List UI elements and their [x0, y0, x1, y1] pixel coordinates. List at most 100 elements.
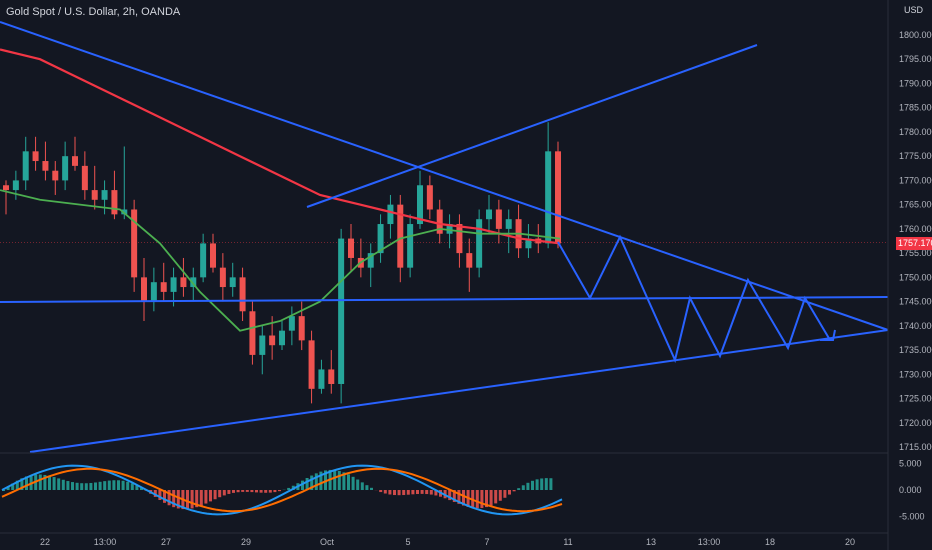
candle-body: [52, 170, 59, 181]
macd-histogram-bar: [71, 482, 74, 490]
price-tick-label: 1795.000: [899, 54, 932, 64]
macd-histogram-bar: [337, 470, 341, 490]
macd-histogram-bar: [140, 487, 143, 490]
macd-histogram-bar: [199, 490, 203, 506]
price-tick-label: 1725.000: [899, 394, 932, 404]
candle-body: [101, 190, 108, 200]
candle-body: [377, 224, 384, 254]
macd-histogram-bar: [531, 480, 534, 490]
macd-histogram-bar: [406, 490, 410, 495]
macd-histogram-bar: [448, 490, 452, 501]
macd-histogram-bar: [232, 490, 235, 493]
macd-pane: 5.000 0.000 -5.000: [0, 452, 925, 522]
candle-body: [62, 156, 69, 181]
macd-histogram-bar: [48, 475, 51, 490]
candle-body: [200, 243, 207, 278]
candle-body: [417, 185, 423, 225]
macd-histogram-bar: [393, 490, 396, 496]
candle-body: [338, 238, 345, 384]
macd-histogram-bar: [517, 488, 521, 490]
macd-histogram-bar: [250, 490, 254, 493]
time-axis[interactable]: 22 13:00 27 29 Oct 5 7 11 13 13:00 18 20: [0, 532, 888, 547]
trend-drawings[interactable]: [0, 21, 889, 453]
macd-histogram-bar: [268, 490, 272, 493]
macd-histogram-bar: [383, 490, 387, 494]
candle-body: [12, 180, 19, 191]
macd-histogram-bar: [360, 482, 364, 490]
macd-histogram-bar: [38, 474, 42, 490]
price-tick-label: 1800.000: [899, 30, 932, 40]
price-tick-label: 1790.000: [899, 78, 932, 88]
macd-histogram-bar: [80, 483, 84, 490]
symbol-title: Gold Spot / U.S. Dollar, 2h, OANDA: [6, 6, 181, 18]
candle-body: [180, 277, 187, 288]
macd-histogram-bar: [416, 490, 419, 495]
ma-fast-line: [0, 189, 561, 332]
macd-histogram-bar: [512, 490, 516, 492]
macd-histogram-bar: [489, 490, 493, 506]
candle-body: [111, 190, 118, 215]
macd-histogram-bar: [347, 474, 350, 490]
price-tick-label: 1760.000: [899, 224, 932, 234]
candle-body: [288, 316, 295, 331]
price-axis[interactable]: 1800.000 1795.000 1790.000 1785.000 1780.000…: [887, 0, 932, 550]
macd-histogram-bar: [324, 470, 327, 490]
candle-body: [279, 330, 285, 346]
macd-histogram-bar: [6, 486, 10, 490]
macd-histogram-bar: [15, 480, 19, 490]
candle-body: [387, 204, 394, 225]
macd-histogram-bar: [130, 483, 134, 490]
time-tick-label: 11: [563, 537, 572, 547]
ma-slow-line: [0, 48, 561, 245]
candle-body: [210, 243, 216, 268]
macd-histogram-bar: [163, 490, 166, 503]
macd-histogram-bar: [388, 490, 392, 495]
time-tick-label: Oct: [320, 537, 335, 547]
candle-body: [407, 224, 414, 268]
macd-histogram-bar: [494, 490, 498, 504]
price-tick-label: 1770.000: [899, 175, 932, 185]
macd-histogram-bar: [112, 480, 116, 490]
candle-body: [72, 156, 78, 166]
macd-histogram-bar: [153, 490, 157, 497]
price-tick-label: 1750.000: [899, 272, 932, 282]
candle-body: [91, 190, 98, 200]
candle-body: [486, 209, 492, 220]
time-tick-label: 27: [161, 537, 171, 547]
macd-tick-label: 5.000: [899, 459, 922, 469]
candle-body: [259, 335, 266, 355]
macd-histogram-bar: [241, 490, 245, 492]
candle-body: [367, 253, 374, 268]
candle-body: [308, 340, 315, 389]
macd-histogram-bar: [333, 470, 337, 490]
currency-button[interactable]: USD: [902, 5, 926, 15]
macd-histogram-bar: [57, 478, 61, 490]
macd-histogram-bar: [117, 480, 120, 490]
macd-histogram-bar: [227, 490, 231, 494]
candle-body: [32, 151, 39, 162]
last-price-tag: 1757.170: [896, 237, 932, 250]
macd-histogram-bar: [535, 479, 539, 490]
macd-histogram-bar: [209, 490, 212, 502]
candle-body: [249, 311, 256, 355]
price-tick-label: 1775.000: [899, 151, 932, 161]
time-tick-label: 7: [484, 537, 489, 547]
macd-histogram-bar: [287, 487, 291, 490]
macd-histogram-bar: [264, 490, 268, 493]
candle-body: [348, 238, 354, 258]
candle-body: [426, 185, 433, 210]
macd-histogram-bar: [462, 490, 465, 506]
macd-histogram-bar: [84, 483, 88, 490]
candle-body: [456, 224, 463, 254]
projected-zigzag-path: [557, 234, 831, 364]
macd-histogram-bar: [121, 480, 125, 490]
candle-body: [466, 253, 473, 268]
price-tick-label: 1755.000: [899, 248, 932, 258]
macd-histogram-bar: [273, 490, 277, 493]
macd-histogram-bar: [103, 481, 107, 490]
macd-histogram-bar: [167, 490, 171, 506]
macd-histogram-bar: [218, 490, 222, 498]
macd-histogram-bar: [186, 490, 189, 510]
candle-body: [525, 238, 532, 249]
